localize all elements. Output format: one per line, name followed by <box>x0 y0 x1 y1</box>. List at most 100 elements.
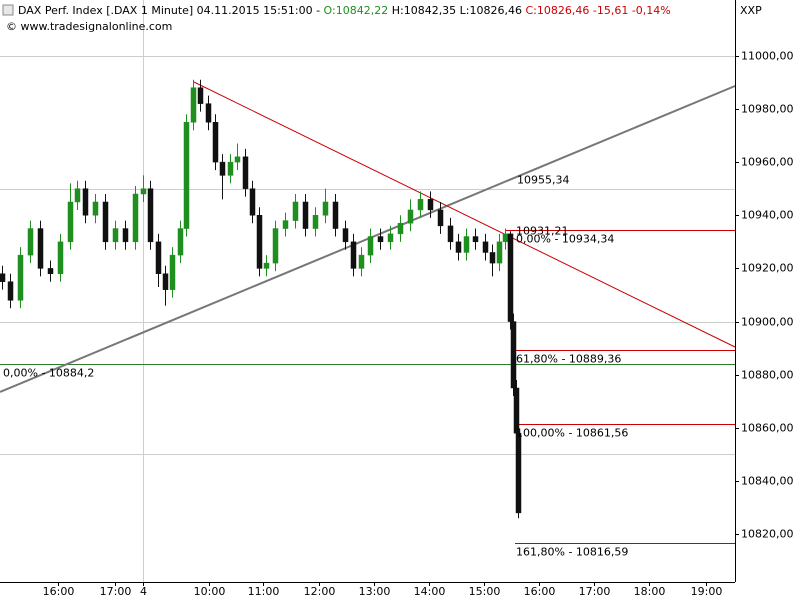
candle-body <box>312 215 319 229</box>
support-label: 0,00% - 10884,2 <box>3 367 94 380</box>
header: DAX Perf. Index [.DAX 1 Minute] 04.11.20… <box>18 4 671 17</box>
x-tick-label: 4 <box>140 585 147 598</box>
candle-body <box>147 188 154 243</box>
x-tick-label: 19:00 <box>691 585 723 598</box>
candle-body <box>482 241 489 253</box>
candle-body <box>472 236 479 243</box>
x-tick-label: 16:00 <box>524 585 556 598</box>
candle-body <box>102 201 109 243</box>
candle-body <box>82 188 89 216</box>
candle-body <box>242 156 249 189</box>
axis-name: XXP <box>740 4 762 17</box>
candle-body <box>358 254 365 269</box>
plot <box>0 79 736 544</box>
candle-body <box>132 193 139 243</box>
candle-body <box>387 233 394 243</box>
y-tick-label: 10980,00 <box>741 103 794 116</box>
y-tick-label: 10900,00 <box>741 316 794 329</box>
candle-body <box>7 281 14 301</box>
candle-body <box>155 241 162 274</box>
header-instrument: DAX Perf. Index [.DAX 1 Minute] 04.11.20… <box>18 4 320 17</box>
y-tick-label: 10840,00 <box>741 475 794 488</box>
candle-body <box>205 103 212 123</box>
header-close: C:10826,46 -15,61 -0,14% <box>526 4 671 17</box>
level-label: 61,80% - 10889,36 <box>516 353 621 366</box>
candle-body <box>67 201 74 243</box>
y-tick-label: 10820,00 <box>741 528 794 541</box>
y-tick-label: 10940,00 <box>741 209 794 222</box>
candle-body <box>47 268 54 274</box>
candle-body <box>74 188 81 203</box>
level-label: 161,80% - 10816,59 <box>516 546 628 559</box>
candle-body <box>350 241 357 269</box>
candle-body <box>282 220 289 229</box>
candle-body <box>190 87 197 123</box>
candle-body <box>162 273 169 290</box>
candle-body <box>367 236 374 256</box>
y-tick-label: 10920,00 <box>741 262 794 275</box>
high-label: 10931,21 <box>516 225 569 238</box>
candle-body <box>219 161 226 176</box>
candle-body <box>27 228 34 256</box>
candle-body <box>455 241 462 253</box>
candle-body <box>463 236 470 253</box>
x-tick-label: 10:00 <box>194 585 226 598</box>
header-high-low: H:10842,35 L:10826,46 <box>392 4 522 17</box>
y-tick-label: 10960,00 <box>741 156 794 169</box>
candle-body <box>212 121 219 163</box>
x-tick-label: 17:00 <box>579 585 611 598</box>
x-tick-label: 16:00 <box>43 585 75 598</box>
candle-body <box>496 241 503 264</box>
candle-body <box>183 121 190 229</box>
trend-line <box>193 81 736 348</box>
candle-body <box>122 228 129 243</box>
candle-body <box>177 228 184 256</box>
trend-label: 10955,34 <box>517 173 570 186</box>
candle-body <box>407 209 414 224</box>
candle-body <box>417 199 424 211</box>
candle-body <box>292 201 299 221</box>
x-tick-label: 15:00 <box>469 585 501 598</box>
candle-body <box>169 254 176 290</box>
candle-body <box>249 188 256 216</box>
candle-body <box>0 273 6 282</box>
x-tick-label: 14:00 <box>414 585 446 598</box>
candle-body <box>17 254 24 301</box>
y-tick-label: 10880,00 <box>741 369 794 382</box>
y-tick-label: 10860,00 <box>741 422 794 435</box>
level-label: 0,00% - 10934,34 <box>516 233 614 246</box>
candle-body <box>256 215 263 269</box>
candle-body <box>263 262 270 269</box>
candle-body <box>197 87 204 104</box>
grid <box>0 0 735 582</box>
candle-body <box>377 236 384 243</box>
trend-line <box>0 85 736 393</box>
candle-body <box>342 228 349 243</box>
candle-body <box>447 225 454 243</box>
x-tick-label: 13:00 <box>359 585 391 598</box>
x-tick-label: 11:00 <box>248 585 280 598</box>
candle-body <box>322 201 329 216</box>
candle-body <box>437 209 444 227</box>
candle-body <box>510 321 517 389</box>
candle-body <box>57 241 64 274</box>
candle-body <box>502 233 509 243</box>
candle-body <box>112 228 119 243</box>
candle-body <box>272 228 279 264</box>
candle-body <box>302 201 309 229</box>
source: © www.tradesignalonline.com <box>6 20 172 33</box>
y-tick-label: 11000,00 <box>741 50 794 63</box>
candle-body <box>37 228 44 269</box>
candle-body <box>140 188 147 195</box>
candle-body <box>332 201 339 229</box>
menu-icon[interactable] <box>2 4 14 16</box>
candle-body <box>515 432 522 514</box>
x-tick-label: 17:00 <box>100 585 132 598</box>
x-tick-label: 12:00 <box>304 585 336 598</box>
candle-body <box>227 161 234 176</box>
candle-body <box>234 156 241 163</box>
x-tick-label: 18:00 <box>634 585 666 598</box>
candle-body <box>507 233 514 322</box>
